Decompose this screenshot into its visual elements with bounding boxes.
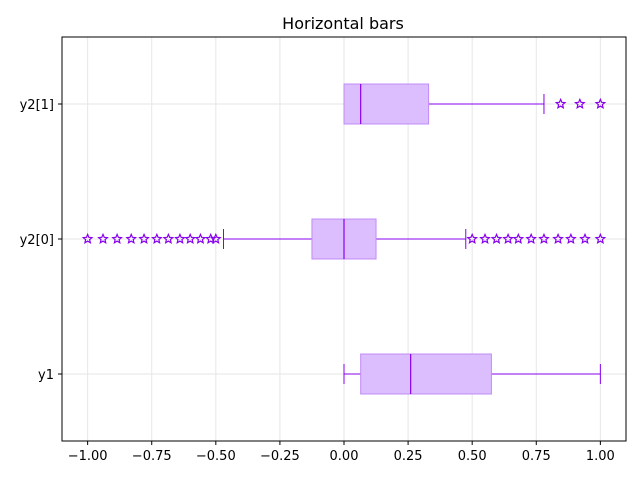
outlier-marker [525, 232, 537, 244]
x-tick-label: 0.25 [394, 449, 423, 464]
boxplot-y1 [343, 353, 601, 395]
outlier-marker [209, 232, 222, 244]
boxplot-y2-1- [343, 83, 607, 125]
outlier-marker [194, 232, 207, 244]
outlier-marker [479, 232, 491, 244]
outlier-marker [552, 232, 564, 244]
outlier-marker [502, 232, 514, 244]
outlier-marker [594, 97, 607, 109]
outlier-marker [554, 97, 567, 109]
outlier-marker [162, 232, 175, 244]
x-tick-label: 1.00 [586, 449, 615, 464]
outlier-marker [574, 97, 586, 109]
boxes-layer [81, 83, 607, 395]
outlier-marker [490, 232, 503, 244]
outlier-marker [138, 232, 150, 244]
x-tick-label: −0.25 [260, 449, 300, 464]
x-tick-label: 0.00 [330, 449, 359, 464]
x-tick-label: 0.75 [522, 449, 551, 464]
x-tick-label: −1.00 [68, 449, 108, 464]
x-tick-label: −0.75 [132, 449, 172, 464]
outlier-marker [594, 232, 607, 244]
outlier-marker [512, 232, 525, 244]
y-tick-label: y2[1] [20, 98, 54, 113]
outlier-marker [184, 232, 197, 244]
outlier-marker [97, 232, 109, 244]
y-tick-label: y1 [38, 368, 54, 383]
x-tick-label: 0.50 [458, 449, 487, 464]
boxplot-y2-0- [81, 218, 607, 260]
iqr-box [360, 353, 492, 395]
outlier-marker [579, 232, 591, 244]
outlier-marker [538, 232, 550, 244]
axes-layer: −1.00 −0.75 −0.50 −0.25 0.00 0.25 0.50 0.75 1.00… [20, 36, 627, 464]
outlier-marker [81, 232, 94, 244]
outlier-marker [125, 232, 138, 244]
iqr-box [343, 83, 430, 125]
chart-title: Horizontal bars [282, 14, 404, 33]
outlier-marker [565, 232, 577, 244]
outlier-marker [174, 232, 186, 244]
outlier-marker [466, 232, 479, 244]
outlier-marker [151, 232, 163, 244]
x-tick-label: −0.50 [196, 449, 236, 464]
y-tick-label: y2[0] [20, 233, 54, 248]
outlier-marker [111, 232, 123, 244]
